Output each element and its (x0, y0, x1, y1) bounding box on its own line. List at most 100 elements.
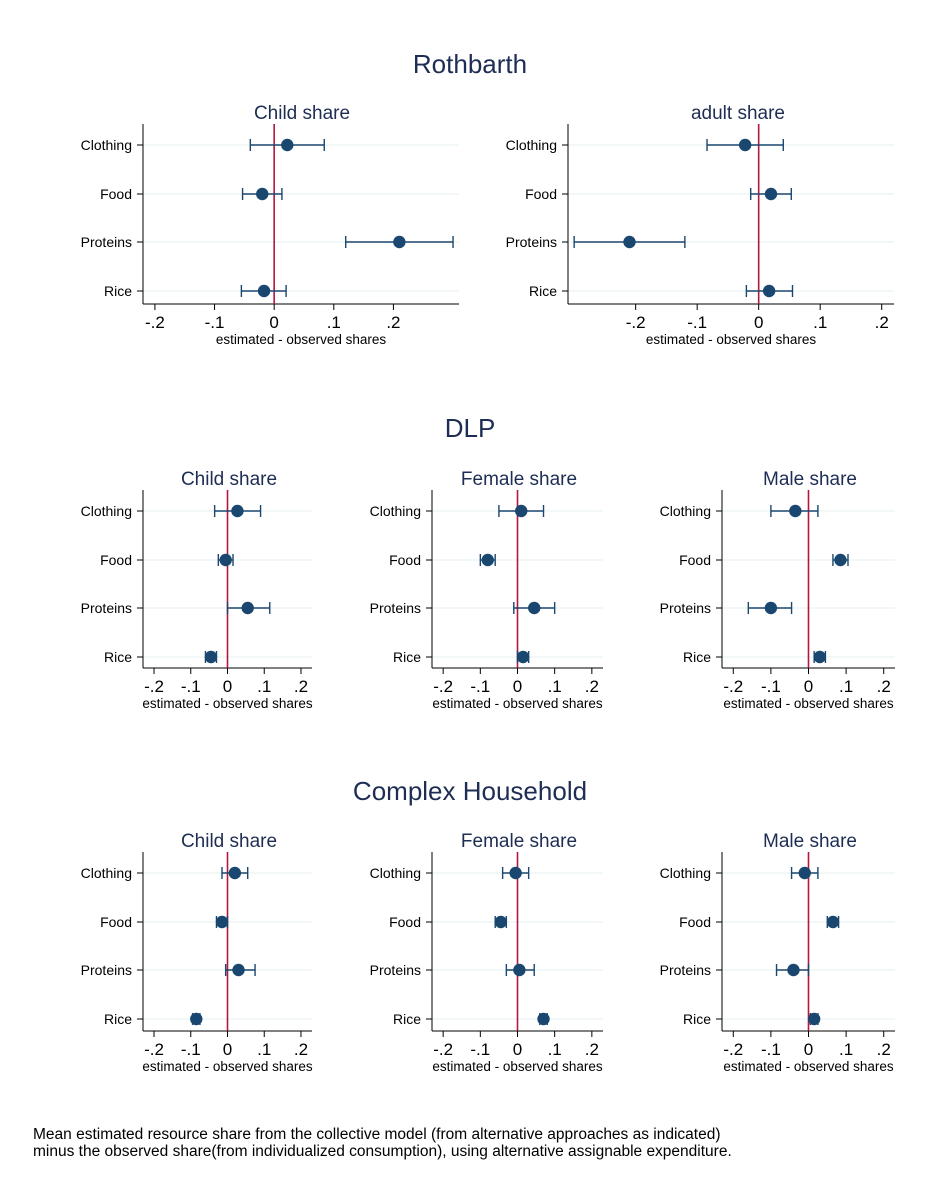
g3-p1-xtick-label-2: -.1 (181, 1040, 201, 1059)
g2-p2-rice-point (516, 650, 530, 664)
g2-p1-ylabel-proteins: Proteins (81, 600, 132, 616)
g3-p3-food-point (826, 915, 840, 929)
g1-p1-xtick-label-1: -.2 (145, 313, 165, 332)
g1-p1-rice-point (257, 284, 271, 298)
g2-p1-xtick-label-4: .1 (257, 677, 271, 696)
g1-p2-ylabel-rice: Rice (529, 283, 557, 299)
g1-p2-xlabel: estimated - observed shares (646, 332, 817, 347)
g3-p3-rice-point (807, 1012, 821, 1026)
g2-p1-xtick-label-2: -.1 (181, 677, 201, 696)
g3-p2-xlabel: estimated - observed shares (432, 1059, 603, 1074)
g2-p1-ylabel-clothing: Clothing (81, 503, 132, 519)
g2-p1-xtick-label-3: 0 (223, 677, 232, 696)
g3-p1-xtick-label-4: .1 (257, 1040, 271, 1059)
g2-p2-xlabel: estimated - observed shares (432, 696, 603, 711)
g2-p3-xlabel: estimated - observed shares (723, 696, 894, 711)
g2-p2-ylabel-proteins: Proteins (370, 600, 421, 616)
g2-p2-title: Female share (461, 469, 577, 490)
g2-p2-proteins-point (528, 601, 541, 615)
g3-p3-xtick-label-4: .1 (839, 1040, 853, 1059)
group-title-2: DLP (445, 413, 496, 443)
g1-p2-ylabel-proteins: Proteins (506, 234, 557, 250)
g3-p2-food-point (494, 915, 507, 929)
g2-p1-xlabel: estimated - observed shares (142, 696, 313, 711)
g2-p2-clothing-point (515, 504, 528, 518)
g3-p2-xtick-label-1: -.2 (433, 1040, 453, 1059)
g2-p1-clothing-point (231, 504, 244, 518)
g3-p2-ylabel-rice: Rice (393, 1011, 421, 1027)
g2-p1-proteins-point (241, 601, 254, 615)
g2-p3-ylabel-clothing: Clothing (660, 503, 711, 519)
g2-p1-rice-point (204, 650, 218, 664)
caption-line-2: minus the observed share(from individual… (33, 1143, 732, 1160)
g3-p1-xtick-label-3: 0 (223, 1040, 232, 1059)
g1-p1-clothing-point (281, 138, 294, 152)
g2-p3-xtick-label-2: -.1 (761, 677, 781, 696)
g2-p1-ylabel-rice: Rice (104, 649, 132, 665)
g1-p2-food-point (764, 187, 778, 201)
g2-p2-ylabel-rice: Rice (393, 649, 421, 665)
g1-p1-ylabel-food: Food (100, 186, 132, 202)
g3-p1-ylabel-rice: Rice (104, 1011, 132, 1027)
g1-p2-ylabel-clothing: Clothing (506, 137, 557, 153)
g2-p2-food-point (481, 553, 494, 567)
g1-p2-xtick-label-2: -.1 (687, 313, 707, 332)
g3-p1-xlabel: estimated - observed shares (142, 1059, 313, 1074)
g3-p2-ylabel-food: Food (389, 914, 421, 930)
g1-p2-title: adult share (691, 103, 785, 124)
g3-p2-ylabel-proteins: Proteins (370, 962, 421, 978)
g3-p1-clothing-point (228, 866, 242, 880)
g2-p3-food-point (834, 553, 847, 567)
g3-p2-rice-point (537, 1012, 550, 1026)
g3-p1-ylabel-food: Food (100, 914, 132, 930)
g1-p2-xtick-label-5: .2 (875, 313, 889, 332)
g3-p2-title: Female share (461, 831, 577, 852)
g1-p2-xtick-label-1: -.2 (626, 313, 646, 332)
g3-p3-title: Male share (763, 831, 857, 852)
g3-p3-ylabel-rice: Rice (683, 1011, 711, 1027)
g2-p3-ylabel-food: Food (679, 552, 711, 568)
g1-p1-xtick-label-3: 0 (269, 313, 278, 332)
g2-p2-xtick-label-3: 0 (513, 677, 522, 696)
g1-p2-rice-point (762, 284, 776, 298)
g3-p1-proteins-point (232, 963, 245, 977)
g3-p3-ylabel-clothing: Clothing (660, 865, 711, 881)
g1-p2-proteins-point (623, 235, 636, 249)
g2-p3-rice-point (813, 650, 826, 664)
g3-p2-clothing-point (509, 866, 522, 880)
g3-p1-xtick-label-1: -.2 (144, 1040, 164, 1059)
g3-p1-rice-point (190, 1012, 203, 1026)
g3-p3-ylabel-food: Food (679, 914, 711, 930)
g3-p1-ylabel-proteins: Proteins (81, 962, 132, 978)
g3-p1-ylabel-clothing: Clothing (81, 865, 132, 881)
g1-p2-ylabel-food: Food (525, 186, 557, 202)
g3-p2-xtick-label-3: 0 (513, 1040, 522, 1059)
g3-p3-xlabel: estimated - observed shares (723, 1059, 894, 1074)
g3-p2-xtick-label-2: -.1 (470, 1040, 490, 1059)
figure-caption: Mean estimated resource share from the c… (33, 1126, 923, 1160)
g2-p1-xtick-label-1: -.2 (144, 677, 164, 696)
g2-p3-xtick-label-1: -.2 (723, 677, 743, 696)
g1-p1-ylabel-clothing: Clothing (81, 137, 132, 153)
g1-p1-xtick-label-4: .1 (327, 313, 341, 332)
g1-p1-title: Child share (254, 103, 350, 124)
g3-p1-xtick-label-5: .2 (294, 1040, 308, 1059)
g1-p1-xlabel: estimated - observed shares (216, 332, 387, 347)
g2-p2-ylabel-clothing: Clothing (370, 503, 421, 519)
g3-p3-xtick-label-3: 0 (804, 1040, 813, 1059)
g2-p2-xtick-label-4: .1 (548, 677, 562, 696)
g3-p2-ylabel-clothing: Clothing (370, 865, 421, 881)
g2-p3-xtick-label-5: .2 (877, 677, 891, 696)
g3-p2-proteins-point (513, 963, 526, 977)
g2-p2-ylabel-food: Food (389, 552, 421, 568)
g1-p1-food-point (256, 187, 269, 201)
g3-p3-proteins-point (787, 963, 800, 977)
group-title-1: Rothbarth (413, 49, 527, 79)
g3-p3-clothing-point (798, 866, 811, 880)
g2-p3-title: Male share (763, 469, 857, 490)
g1-p1-xtick-label-2: -.1 (205, 313, 225, 332)
g2-p1-xtick-label-5: .2 (294, 677, 308, 696)
g3-p2-xtick-label-4: .1 (548, 1040, 562, 1059)
g3-p2-xtick-label-5: .2 (585, 1040, 599, 1059)
g1-p1-ylabel-proteins: Proteins (81, 234, 132, 250)
